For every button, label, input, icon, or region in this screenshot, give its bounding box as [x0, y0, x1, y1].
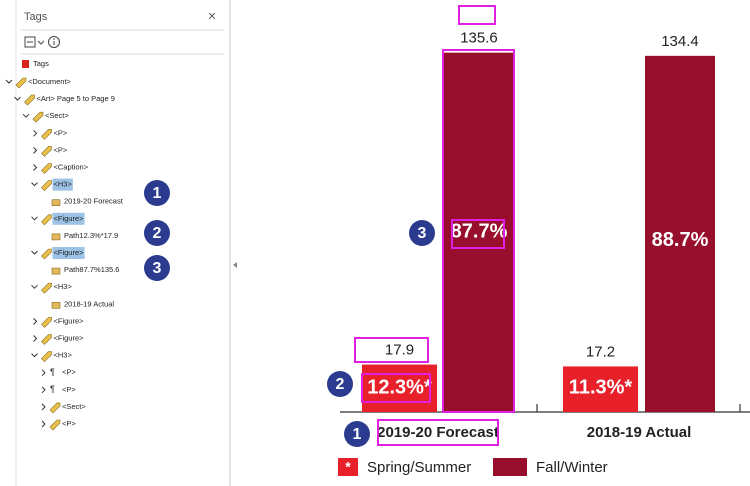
value-label: 135.6	[460, 30, 498, 47]
tree-label: <Figure>	[54, 316, 85, 325]
tags-panel	[0, 0, 230, 486]
step-number: 2	[336, 376, 345, 393]
tree-label: <H3>	[54, 180, 73, 189]
legend-label: Spring/Summer	[367, 459, 471, 476]
content-icon	[52, 200, 60, 206]
share-label: 11.3%*	[569, 376, 633, 398]
share-label: 87.7%	[451, 221, 508, 243]
step-number: 3	[153, 260, 162, 277]
screenshot: Tags × Tags <Document> <Art> Page 5 to Pag…	[0, 0, 750, 486]
tree-label: <H3>	[54, 351, 73, 360]
value-label: 134.4	[661, 33, 699, 50]
collapse-handle[interactable]	[233, 262, 237, 268]
close-button[interactable]: ×	[208, 8, 216, 24]
tree-label: 2019-20 Forecast	[64, 197, 124, 206]
info-icon	[53, 38, 55, 40]
category-label: 2019-20 Forecast	[377, 424, 499, 441]
paragraph-icon: ¶	[50, 384, 55, 394]
tree-label: <Sect>	[45, 111, 69, 120]
tree-label: <Document>	[28, 77, 72, 86]
tree-label: <H3>	[54, 282, 73, 291]
tree-label: <P>	[54, 128, 68, 137]
share-label: 12.3%*	[367, 376, 432, 398]
legend-symbol: *	[345, 459, 351, 475]
tree-label: Path12.3%*17.9	[64, 231, 118, 240]
panel-title: Tags	[24, 11, 48, 23]
tree-label: <P>	[62, 419, 76, 428]
tree-label: <Caption>	[54, 162, 89, 171]
step-number: 3	[418, 225, 427, 242]
tree-label: <Figure>	[54, 214, 85, 223]
content-icon	[52, 234, 60, 240]
content-icon	[52, 302, 60, 308]
tree-label: 2018-19 Actual	[64, 299, 114, 308]
tree-label: <Art> Page 5 to Page 9	[37, 94, 115, 103]
value-label: 17.2	[586, 343, 615, 360]
step-number: 1	[153, 185, 162, 202]
share-label: 88.7%	[652, 229, 709, 251]
tree-label: <P>	[54, 145, 68, 154]
tree-label: <Figure>	[54, 333, 85, 342]
paragraph-icon: ¶	[50, 367, 55, 377]
tree-label: <Sect>	[62, 402, 86, 411]
step-number: 1	[353, 426, 362, 443]
tree-label: <P>	[62, 385, 76, 394]
tree-label: <Figure>	[54, 248, 85, 257]
tree-label: <P>	[62, 368, 76, 377]
tree-label: Tags	[33, 59, 49, 68]
tree-label: Path87.7%135.6	[64, 265, 119, 274]
value-label: 17.9	[385, 342, 414, 359]
legend-swatch	[493, 458, 527, 476]
chart: 17.9 12.3%* 135.6 87.7% 2019-20 Forecast 17.2…	[338, 30, 750, 476]
highlight-box	[459, 6, 495, 24]
legend-label: Fall/Winter	[536, 459, 608, 476]
content-icon	[52, 268, 60, 274]
pdf-icon	[22, 60, 29, 68]
step-number: 2	[153, 225, 162, 242]
category-label: 2018-19 Actual	[587, 424, 692, 441]
